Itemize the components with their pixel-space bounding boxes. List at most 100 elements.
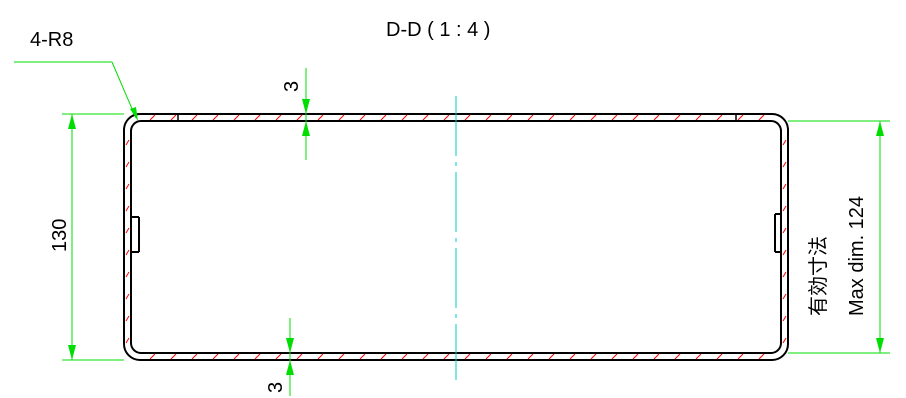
right-seam-detail: [774, 213, 781, 253]
hatch-stroke: [443, 353, 450, 360]
hatch-stroke: [125, 161, 130, 168]
hatch-stroke: [125, 315, 130, 322]
hatch-stroke: [359, 353, 366, 360]
hatch-stroke: [464, 353, 471, 360]
inner-height-arrow-top: [876, 121, 884, 136]
hatch-stroke: [782, 315, 787, 322]
inner-height-arrow-bottom: [876, 338, 884, 353]
hatch-stroke: [758, 353, 765, 360]
hatch-stroke: [632, 353, 639, 360]
hatch-stroke: [782, 293, 787, 300]
hatch-stroke: [254, 114, 261, 121]
top-wall-ticks: [177, 114, 737, 121]
radius-leader-arrowhead: [130, 107, 138, 121]
bottom-thickness-arrow-down: [286, 338, 294, 353]
hatch-stroke: [254, 353, 261, 360]
hatch-stroke: [170, 353, 177, 360]
hatch-stroke: [485, 114, 492, 121]
hatch-stroke: [632, 114, 639, 121]
bottom-thickness-arrow-up: [286, 360, 294, 375]
hatch-stroke: [782, 271, 787, 278]
hatch-stroke: [125, 337, 130, 344]
hatch-stroke: [782, 161, 787, 168]
hatch-stroke: [782, 337, 787, 344]
hatch-stroke: [737, 114, 744, 121]
hatch-stroke: [233, 353, 240, 360]
hatch-stroke: [125, 205, 130, 212]
hatch-stroke: [338, 353, 345, 360]
hatch-stroke: [338, 114, 345, 121]
hatch-stroke: [233, 114, 240, 121]
hatch-stroke: [275, 114, 282, 121]
overall-height-label: 130: [49, 219, 71, 252]
hatch-stroke: [506, 353, 513, 360]
hatch-stroke: [443, 114, 450, 121]
hatch-stroke: [527, 353, 534, 360]
hatch-stroke: [125, 293, 130, 300]
hatch-stroke: [716, 114, 723, 121]
overall-height-arrow-top: [68, 114, 76, 129]
hatch-stroke: [212, 353, 219, 360]
left-seam-detail: [131, 216, 140, 253]
hatch-stroke: [782, 227, 787, 234]
hatch-stroke: [569, 353, 576, 360]
hatch-stroke: [695, 114, 702, 121]
hatch-stroke: [125, 227, 130, 234]
hatch-stroke: [401, 353, 408, 360]
hatch-stroke: [506, 114, 513, 121]
hatch-stroke: [380, 353, 387, 360]
top-thickness-arrow-up: [302, 121, 310, 136]
hatch-stroke: [296, 114, 303, 121]
inner-height-dimension: [788, 120, 890, 354]
hatch-stroke: [653, 353, 660, 360]
hatch-stroke: [422, 353, 429, 360]
hatch-stroke: [611, 114, 618, 121]
hatch-stroke: [782, 205, 787, 212]
hatch-stroke: [527, 114, 534, 121]
hatch-stroke: [695, 353, 702, 360]
inner-height-label-en: Max dim. 124: [846, 196, 868, 316]
hatch-stroke: [170, 114, 177, 121]
radius-callout: 4-R8: [30, 29, 73, 51]
hatch-stroke: [125, 271, 130, 278]
hatch-stroke: [590, 114, 597, 121]
hatch-stroke: [464, 114, 471, 121]
bottom-thickness-label: 3: [265, 382, 287, 393]
hatch-stroke: [149, 353, 156, 360]
hatch-stroke: [125, 249, 130, 256]
hatch-stroke: [422, 114, 429, 121]
hatch-stroke: [737, 353, 744, 360]
hatch-stroke: [758, 114, 765, 121]
hatch-stroke: [359, 114, 366, 121]
hatch-stroke: [485, 353, 492, 360]
overall-height-arrow-bottom: [68, 345, 76, 360]
hatch-stroke: [548, 353, 555, 360]
hatch-stroke: [674, 114, 681, 121]
hatch-stroke: [548, 114, 555, 121]
top-thickness-arrow-down: [302, 99, 310, 114]
hatch-stroke: [611, 353, 618, 360]
hatch-stroke: [149, 114, 156, 121]
hatch-stroke: [590, 353, 597, 360]
hatch-stroke: [782, 249, 787, 256]
hatch-stroke: [125, 139, 130, 146]
section-title: D-D ( 1 : 4 ): [386, 19, 490, 41]
hatch-stroke: [317, 114, 324, 121]
hatch-stroke: [275, 353, 282, 360]
hatch-stroke: [380, 114, 387, 121]
hatch-stroke: [296, 353, 303, 360]
overall-height-dimension: [62, 113, 124, 361]
hatch-stroke: [782, 139, 787, 146]
hatch-stroke: [674, 353, 681, 360]
top-thickness-label: 3: [281, 81, 303, 92]
radius-leader: [14, 61, 137, 119]
section-hatching: [125, 114, 787, 360]
hatch-stroke: [401, 114, 408, 121]
hatch-stroke: [125, 183, 130, 190]
hatch-stroke: [653, 114, 660, 121]
hatch-stroke: [317, 353, 324, 360]
hatch-stroke: [191, 114, 198, 121]
hatch-stroke: [782, 183, 787, 190]
hatch-stroke: [191, 353, 198, 360]
